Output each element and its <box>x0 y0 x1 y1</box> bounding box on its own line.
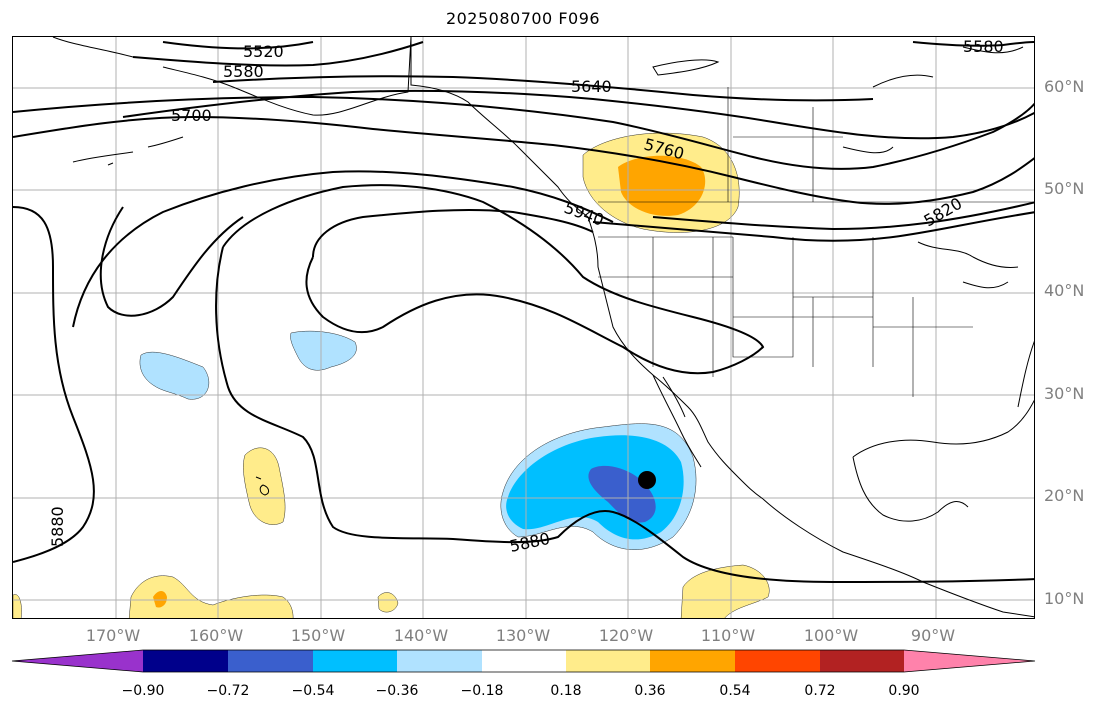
map-title: 2025080700 F096 <box>445 9 601 28</box>
contour-5580 <box>132 41 424 67</box>
storm-center-marker[interactable] <box>638 471 656 489</box>
height-contours <box>13 41 1034 584</box>
coastlines <box>52 37 1034 618</box>
contour-5820-b <box>592 211 1034 242</box>
colorbar-bin <box>143 650 228 672</box>
contour-5820-west <box>99 206 244 317</box>
lat-label-50: 50°N <box>1044 179 1085 198</box>
contour-label-5580: 5580 <box>223 62 264 81</box>
colorbar-tick-8: 0.72 <box>804 683 836 699</box>
lon-label-100w: 100°W <box>803 626 859 645</box>
lon-label-140w: 140°W <box>393 626 449 645</box>
colorbar-tick-0: −0.90 <box>121 683 165 699</box>
colorbar-bin <box>820 650 904 672</box>
lat-label-60: 60°N <box>1044 77 1085 96</box>
anomaly-shading <box>13 132 770 618</box>
colorbar-bin <box>735 650 820 672</box>
lon-label-150w: 150°W <box>290 626 346 645</box>
colorbar-bin <box>397 650 482 672</box>
contour-label-5580-ne: 5580 <box>963 37 1004 56</box>
positive-anomaly-south-1 <box>128 575 294 618</box>
colorbar-bin <box>228 650 313 672</box>
contour-label-5700: 5700 <box>171 106 212 125</box>
contour-5700 <box>122 89 1034 140</box>
colorbar-tick-4: −0.18 <box>460 683 504 699</box>
contour-5580-ne <box>912 41 1034 47</box>
lat-label-10: 10°N <box>1044 589 1085 608</box>
negative-anomaly-blob-central <box>290 330 357 371</box>
contour-5820 <box>13 115 1034 205</box>
colorbar-tick-6: 0.36 <box>634 683 666 699</box>
colorbar-tick-3: −0.36 <box>375 683 419 699</box>
contour-5760 <box>13 95 1034 170</box>
contour-5940 <box>72 170 614 328</box>
contour-5880-inner <box>222 184 765 375</box>
colorbar-tick-1: −0.72 <box>206 683 250 699</box>
lon-label-170w: 170°W <box>85 626 141 645</box>
political-borders <box>598 87 1034 397</box>
contour-label-5520: 5520 <box>243 42 284 61</box>
lon-label-120w: 120°W <box>598 626 654 645</box>
colorbar-bin <box>482 650 566 672</box>
colorbar-bin <box>566 650 650 672</box>
positive-anomaly-south-1-orange <box>153 591 167 608</box>
positive-anomaly-south-2 <box>680 564 770 618</box>
positive-anomaly-orange <box>618 155 706 216</box>
negative-anomaly-blob-west <box>139 351 210 400</box>
lon-label-160w: 160°W <box>188 626 244 645</box>
colorbar <box>11 649 1036 673</box>
contour-5760-b <box>652 201 1034 231</box>
map-canvas: 5520 5580 5580 5640 5700 5760 5820 5940 … <box>13 37 1034 618</box>
contour-5880-south <box>215 246 1034 584</box>
lon-label-90w: 90°W <box>910 626 956 645</box>
colorbar-tick-9: 0.90 <box>888 683 920 699</box>
colorbar-segments <box>11 649 1036 673</box>
contour-5880 <box>13 206 95 563</box>
positive-anomaly-hawaii <box>243 447 286 525</box>
colorbar-tick-5: 0.18 <box>550 683 582 699</box>
lat-label-30: 30°N <box>1044 384 1085 403</box>
colorbar-tick-2: −0.54 <box>291 683 335 699</box>
lat-label-40: 40°N <box>1044 281 1085 300</box>
contour-label-5640: 5640 <box>571 77 612 96</box>
contour-5640 <box>212 75 874 102</box>
positive-anomaly-edge <box>13 594 22 618</box>
lon-label-110w: 110°W <box>700 626 756 645</box>
colorbar-bin <box>313 650 397 672</box>
contour-5520 <box>162 41 314 50</box>
map-panel[interactable]: 5520 5580 5580 5640 5700 5760 5820 5940 … <box>12 36 1035 619</box>
contour-5940-b <box>312 208 594 258</box>
colorbar-bin <box>650 650 735 672</box>
lat-label-20: 20°N <box>1044 486 1085 505</box>
colorbar-tick-7: 0.54 <box>719 683 751 699</box>
lon-label-130w: 130°W <box>495 626 551 645</box>
colorbar-extend-min <box>12 650 143 672</box>
colorbar-outline <box>11 649 1036 673</box>
colorbar-extend-max <box>904 650 1035 672</box>
contour-label-5880-west: 5880 <box>48 506 67 547</box>
positive-anomaly-south-3 <box>377 592 399 613</box>
